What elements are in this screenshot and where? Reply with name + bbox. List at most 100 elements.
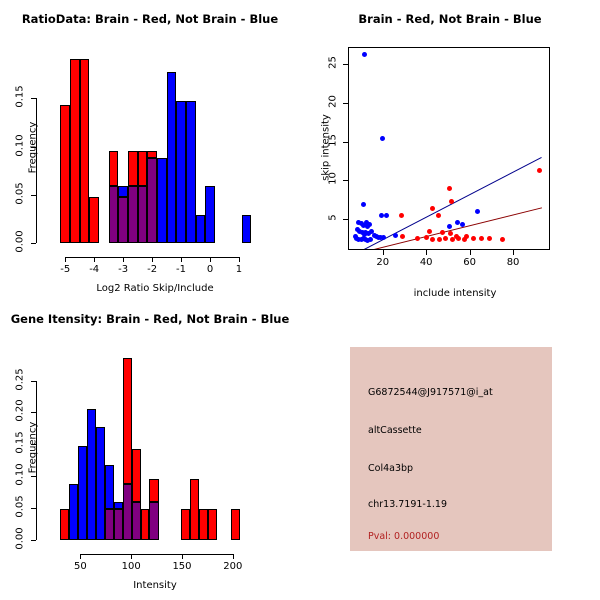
histogram-bar [78, 446, 88, 540]
histogram-bar [113, 509, 124, 540]
histogram-bar [180, 509, 191, 540]
y-axis-tick-label: 5 [327, 214, 339, 221]
histogram-bar [147, 151, 158, 159]
scatter-point [447, 231, 453, 237]
x-axis-tick [131, 554, 133, 559]
histogram-bar [95, 427, 105, 540]
histogram-bar [185, 101, 196, 243]
scatter-clip [349, 48, 549, 249]
x-axis-tick-label: 60 [463, 257, 476, 268]
y-axis-tick-label: 0.10 [14, 133, 26, 157]
histogram-bar [118, 196, 129, 243]
y-axis-tick [31, 194, 36, 196]
scatter-point [362, 229, 368, 235]
x-axis-tick-label: 150 [172, 561, 192, 572]
histogram-bar [108, 186, 119, 243]
x-axis-tick-label: 50 [73, 561, 87, 572]
intensity-scatter-panel: Brain - Red, Not Brain - Blue skip inten… [300, 0, 600, 300]
x-axis-line [80, 554, 233, 555]
scatter-point [426, 228, 432, 234]
y-axis-tick-label: 15 [327, 133, 339, 147]
intensity-scatter-x-axis-label: include intensity [413, 288, 497, 299]
scatter-point [383, 212, 389, 218]
x-axis-tick [382, 250, 384, 255]
histogram-bar [149, 479, 159, 503]
histogram-bar [123, 483, 133, 540]
y-axis-tick [343, 102, 348, 104]
histogram-bar [60, 509, 70, 540]
y-axis-line [36, 98, 37, 243]
ratio-histogram-panel: RatioData: Brain - Red, Not Brain - Blue… [0, 0, 300, 300]
ratio-histogram-x-axis-label: Log2 Ratio Skip/Include [96, 283, 214, 294]
histogram-bar [147, 158, 158, 243]
info-locus: chr13.7191-1.19 [368, 499, 448, 510]
x-axis-tick [210, 257, 211, 262]
scatter-point [360, 222, 366, 228]
y-axis-tick [31, 508, 36, 510]
histogram-bar [69, 483, 79, 540]
histogram-bar [79, 58, 90, 243]
y-axis-tick-label: 0.00 [14, 527, 26, 550]
scatter-point [456, 235, 462, 241]
info-event-type: altCassette [368, 425, 422, 436]
x-axis-tick-label: 100 [121, 561, 141, 572]
scatter-point [369, 228, 375, 234]
scatter-point [479, 235, 485, 241]
x-axis-tick [469, 250, 471, 255]
scatter-point [448, 199, 454, 205]
scatter-point [415, 235, 420, 241]
histogram-bar [113, 502, 124, 510]
scatter-point [471, 235, 477, 241]
y-axis-tick [31, 540, 36, 541]
x-axis-tick-label: 0 [206, 264, 214, 275]
scatter-point [399, 233, 405, 239]
scatter-point [446, 224, 452, 230]
scatter-point [398, 212, 404, 218]
histogram-bar [208, 509, 217, 540]
scatter-point [446, 185, 452, 191]
scatter-point [459, 221, 465, 227]
x-axis-tick [181, 554, 183, 559]
y-axis-tick [31, 243, 36, 244]
histogram-bar [70, 58, 80, 243]
x-axis-tick-label: 80 [506, 257, 520, 268]
histogram-bar [132, 448, 142, 503]
histogram-bar [190, 479, 200, 540]
x-axis-tick [232, 554, 234, 559]
scatter-point [423, 235, 429, 241]
scatter-point [454, 234, 460, 240]
histogram-bar [157, 158, 167, 243]
x-axis-tick-label: -1 [176, 264, 187, 275]
histogram-bar [128, 186, 138, 243]
y-axis-tick [31, 146, 36, 148]
y-axis-tick [31, 444, 36, 446]
x-axis-tick-label: 40 [419, 257, 433, 268]
scatter-point [463, 234, 469, 240]
info-probe-id: G6872544@J917571@i_at [368, 387, 493, 398]
y-axis-tick [31, 380, 36, 382]
scatter-point [393, 232, 399, 238]
x-axis-tick-label: -3 [118, 264, 129, 275]
scatter-point [455, 219, 461, 225]
scatter-point [443, 235, 449, 241]
histogram-bar [195, 215, 206, 243]
x-axis-tick [181, 257, 183, 262]
scatter-point [461, 236, 467, 242]
scatter-point [360, 201, 366, 207]
x-axis-tick-label: -5 [60, 264, 71, 275]
trendline [369, 207, 542, 249]
histogram-bar [104, 464, 114, 510]
x-axis-tick-label: -4 [89, 264, 100, 275]
y-axis-tick [343, 141, 348, 143]
y-axis-tick [31, 476, 36, 478]
ratio-histogram-title: RatioData: Brain - Red, Not Brain - Blue [21, 12, 279, 26]
gene-intensity-x-axis-label: Intensity [133, 580, 177, 591]
y-axis-tick-label: 0.25 [14, 367, 26, 391]
histogram-bar [60, 105, 71, 243]
scatter-point [436, 236, 442, 242]
y-axis-tick-label: 0.20 [14, 399, 26, 423]
histogram-bar [241, 215, 252, 243]
scatter-point [366, 231, 372, 237]
histogram-bar [137, 186, 148, 243]
scatter-point [367, 221, 373, 227]
